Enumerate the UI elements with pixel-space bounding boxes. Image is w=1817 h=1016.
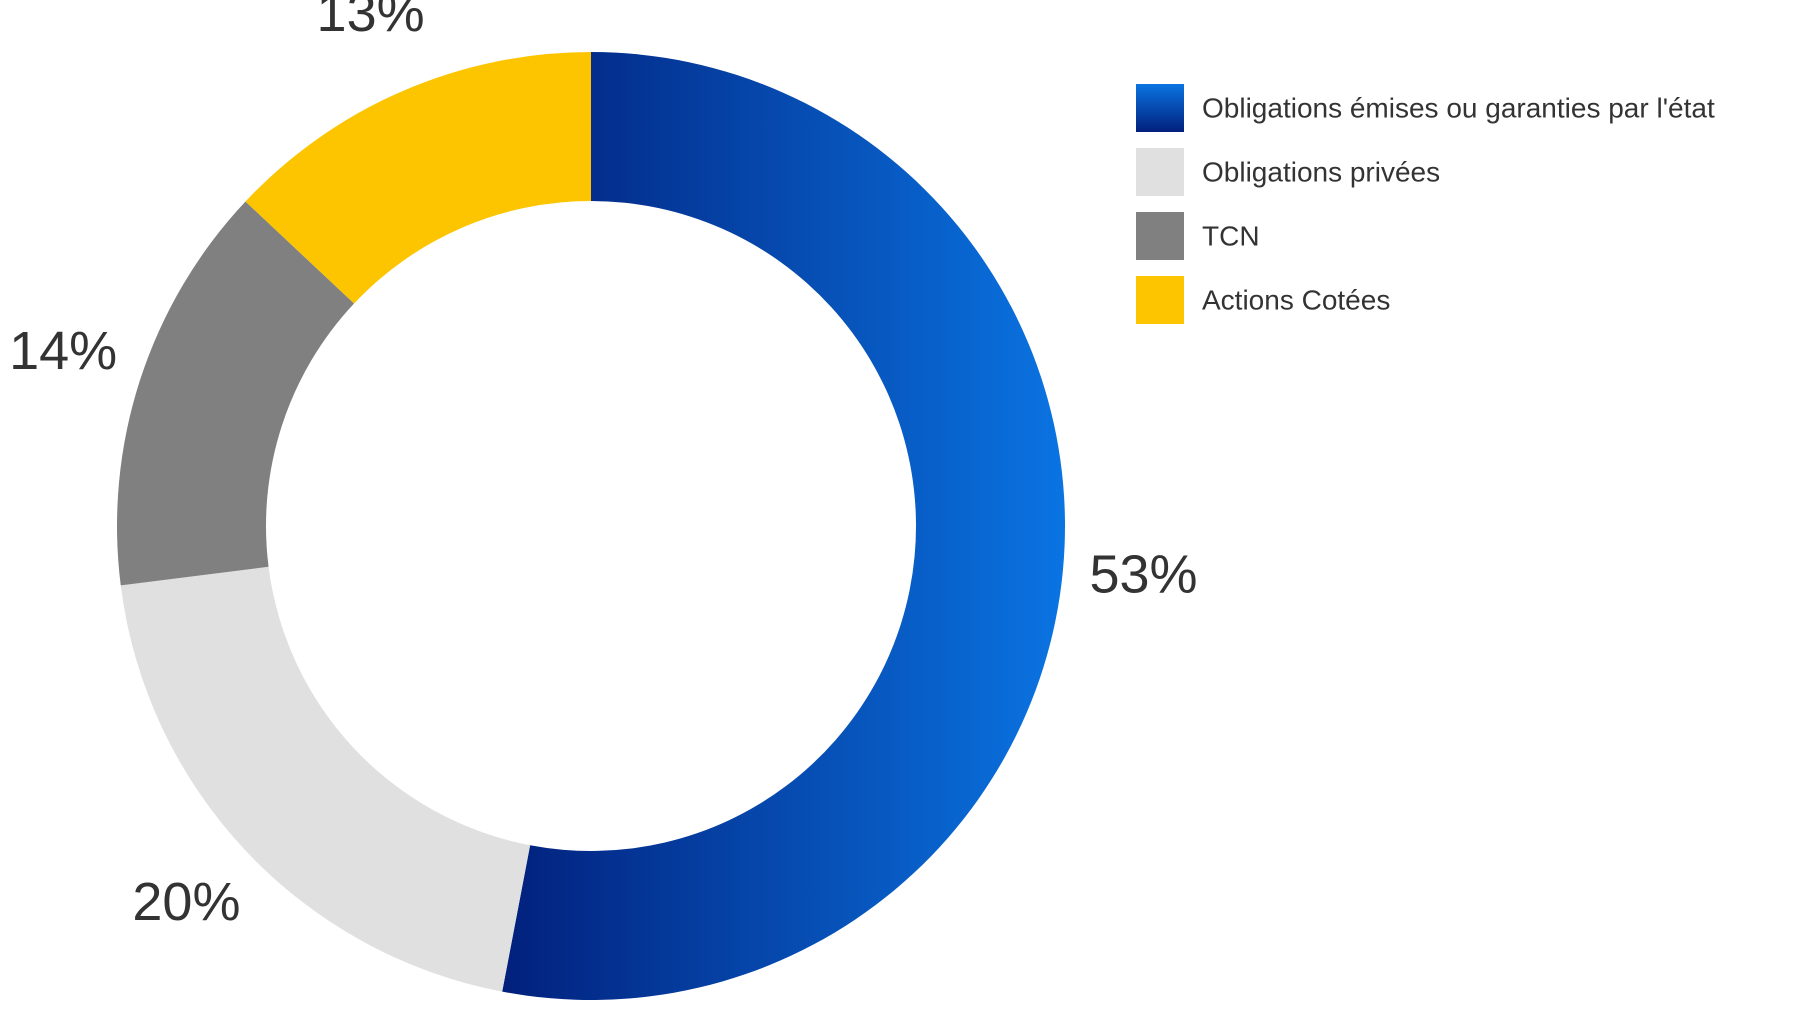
legend-label: Actions Cotées xyxy=(1202,284,1390,315)
value-label: 20% xyxy=(132,872,240,932)
legend-swatch xyxy=(1136,276,1184,324)
donut-slice xyxy=(502,52,1065,1000)
donut-slice xyxy=(245,52,591,304)
donut-slice xyxy=(120,566,531,992)
legend-label: Obligations privées xyxy=(1202,156,1440,187)
donut-slice xyxy=(117,201,355,586)
value-label: 13% xyxy=(317,0,425,43)
legend-label: Obligations émises ou garanties par l'ét… xyxy=(1202,92,1715,123)
value-label: 53% xyxy=(1089,544,1197,604)
legend-swatch xyxy=(1136,148,1184,196)
legend-swatch xyxy=(1136,212,1184,260)
legend-swatch xyxy=(1136,84,1184,132)
value-label: 14% xyxy=(9,321,117,381)
legend-label: TCN xyxy=(1202,220,1260,251)
